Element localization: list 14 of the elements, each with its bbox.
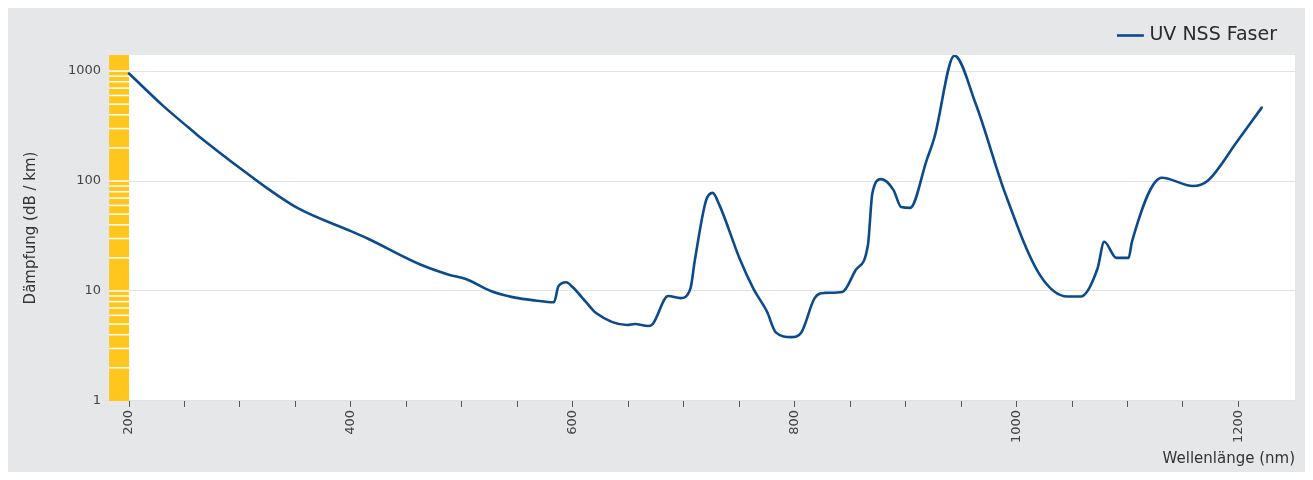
x-tick-label: 1200 — [1229, 409, 1245, 444]
x-tick-label: 400 — [342, 409, 358, 435]
x-tick-label: 1000 — [1007, 409, 1023, 444]
x-tick-label: 200 — [120, 409, 136, 435]
x-axis-title: Wellenlänge (nm) — [1162, 448, 1295, 467]
line-series — [127, 55, 1264, 339]
y-tick-label: 100 — [76, 172, 102, 188]
y-axis-title: Dämpfung (dB / km) — [20, 151, 39, 305]
y-tick-label: 1000 — [67, 62, 102, 78]
y-tick-label: 10 — [84, 282, 102, 298]
x-tick-label: 800 — [786, 409, 802, 435]
x-tick-label: 600 — [564, 409, 580, 435]
legend-label: UV NSS Faser — [1149, 22, 1278, 45]
y-tick-label: 1 — [92, 392, 102, 408]
